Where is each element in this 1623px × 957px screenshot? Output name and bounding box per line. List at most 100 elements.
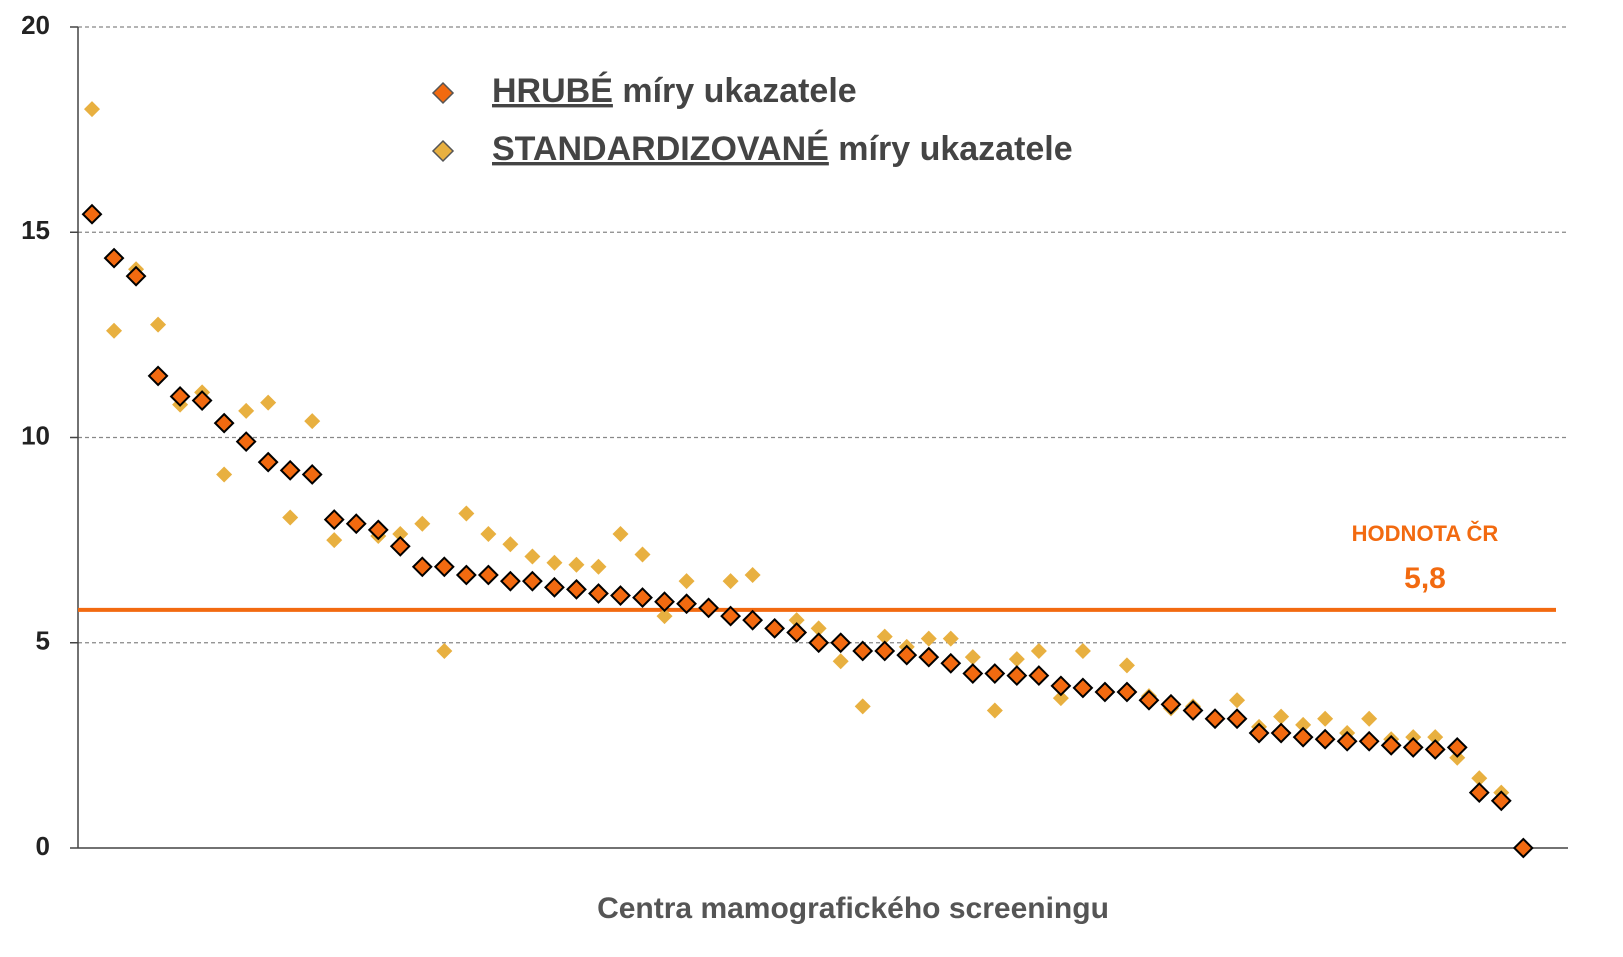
point <box>744 567 761 584</box>
point <box>191 390 213 411</box>
point <box>676 593 697 615</box>
point <box>852 640 874 662</box>
y-tick-label: 20 <box>21 10 50 40</box>
point <box>436 642 453 659</box>
point <box>367 519 389 541</box>
point <box>304 413 321 430</box>
point <box>1317 710 1334 727</box>
point <box>257 451 279 473</box>
point <box>678 573 695 590</box>
point <box>720 605 742 627</box>
point <box>392 525 409 542</box>
point <box>1006 665 1028 687</box>
point <box>634 546 651 563</box>
point <box>1468 782 1490 803</box>
point <box>566 578 587 600</box>
point <box>986 702 1003 719</box>
point <box>1204 708 1226 730</box>
point <box>81 203 103 225</box>
point <box>698 597 719 619</box>
point <box>106 322 123 339</box>
point <box>389 535 411 557</box>
point <box>722 573 739 590</box>
point <box>1270 722 1292 744</box>
point <box>1292 726 1314 748</box>
point <box>1229 692 1246 709</box>
point <box>1273 708 1290 725</box>
point <box>588 583 609 604</box>
point <box>279 459 301 481</box>
point <box>786 622 808 643</box>
y-tick-label: 5 <box>36 626 50 656</box>
point <box>1314 728 1336 750</box>
point <box>147 365 169 387</box>
point <box>499 570 521 592</box>
point <box>345 513 367 535</box>
point <box>1116 681 1138 703</box>
point <box>942 630 959 647</box>
point <box>590 558 607 575</box>
x-axis-label: Centra mamografického screeningu <box>597 892 1109 925</box>
y-tick-label: 10 <box>21 420 50 450</box>
point <box>962 663 984 684</box>
point <box>874 640 896 662</box>
point <box>238 402 255 419</box>
point <box>742 609 764 631</box>
point <box>477 564 499 586</box>
point <box>1358 730 1380 752</box>
point <box>896 644 918 666</box>
point <box>1471 770 1488 787</box>
point <box>854 698 871 715</box>
point <box>1226 708 1248 730</box>
point <box>1424 739 1446 760</box>
point <box>260 394 277 411</box>
point <box>1118 657 1135 674</box>
y-tick-label: 15 <box>21 215 50 245</box>
reference-label: HODNOTA ČR <box>1352 521 1499 546</box>
point <box>323 509 345 531</box>
point <box>502 536 519 553</box>
point <box>414 515 431 532</box>
point <box>568 556 585 573</box>
point <box>876 628 893 645</box>
point <box>301 464 323 485</box>
point <box>1072 677 1094 699</box>
point <box>1402 737 1424 758</box>
point <box>433 556 455 578</box>
point <box>480 525 497 542</box>
point <box>1295 716 1312 733</box>
point <box>1248 722 1270 744</box>
reference-value: 5,8 <box>1404 562 1446 595</box>
point <box>1512 837 1534 859</box>
point <box>1008 651 1025 668</box>
point <box>764 617 786 639</box>
point <box>918 646 940 668</box>
point <box>1074 642 1091 659</box>
point <box>458 505 475 522</box>
point <box>612 525 629 542</box>
point <box>524 548 541 565</box>
point <box>1427 729 1444 746</box>
point <box>455 564 477 586</box>
point <box>1446 737 1468 758</box>
point <box>632 587 653 609</box>
point <box>810 620 827 637</box>
point <box>1361 710 1378 727</box>
point <box>1490 790 1512 812</box>
point <box>411 556 433 578</box>
point <box>940 652 962 674</box>
point <box>150 316 167 333</box>
point <box>103 247 125 269</box>
point <box>788 612 805 629</box>
point <box>213 412 235 434</box>
point <box>1050 675 1072 697</box>
point <box>984 663 1006 684</box>
point <box>216 466 233 483</box>
point <box>808 632 830 654</box>
point <box>920 630 937 647</box>
point <box>1030 642 1047 659</box>
legend-marker <box>431 139 455 163</box>
legend-label: STANDARDIZOVANÉ míry ukazatele <box>492 130 1073 168</box>
point <box>830 632 852 654</box>
